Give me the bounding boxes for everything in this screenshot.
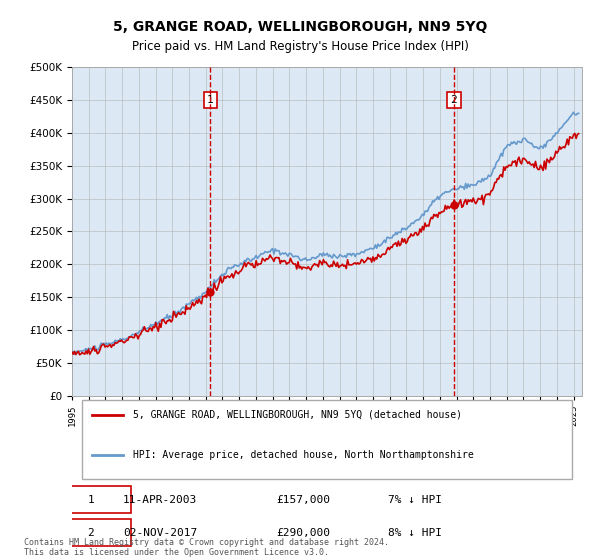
Text: 8% ↓ HPI: 8% ↓ HPI	[388, 528, 442, 538]
Text: HPI: Average price, detached house, North Northamptonshire: HPI: Average price, detached house, Nort…	[133, 450, 474, 460]
Text: 2: 2	[88, 528, 94, 538]
Text: 1: 1	[207, 95, 214, 105]
Text: Price paid vs. HM Land Registry's House Price Index (HPI): Price paid vs. HM Land Registry's House …	[131, 40, 469, 53]
Text: £157,000: £157,000	[276, 495, 330, 505]
Text: 11-APR-2003: 11-APR-2003	[123, 495, 197, 505]
Text: 1: 1	[88, 495, 94, 505]
FancyBboxPatch shape	[52, 519, 131, 545]
Text: 02-NOV-2017: 02-NOV-2017	[123, 528, 197, 538]
Text: 5, GRANGE ROAD, WELLINGBOROUGH, NN9 5YQ (detached house): 5, GRANGE ROAD, WELLINGBOROUGH, NN9 5YQ …	[133, 410, 462, 420]
Text: 5, GRANGE ROAD, WELLINGBOROUGH, NN9 5YQ: 5, GRANGE ROAD, WELLINGBOROUGH, NN9 5YQ	[113, 20, 487, 34]
FancyBboxPatch shape	[52, 487, 131, 513]
Text: Contains HM Land Registry data © Crown copyright and database right 2024.
This d: Contains HM Land Registry data © Crown c…	[24, 538, 389, 557]
Point	[206, 288, 215, 297]
Point	[449, 200, 459, 209]
Text: 7% ↓ HPI: 7% ↓ HPI	[388, 495, 442, 505]
Text: £290,000: £290,000	[276, 528, 330, 538]
FancyBboxPatch shape	[82, 400, 572, 479]
Text: 2: 2	[451, 95, 457, 105]
